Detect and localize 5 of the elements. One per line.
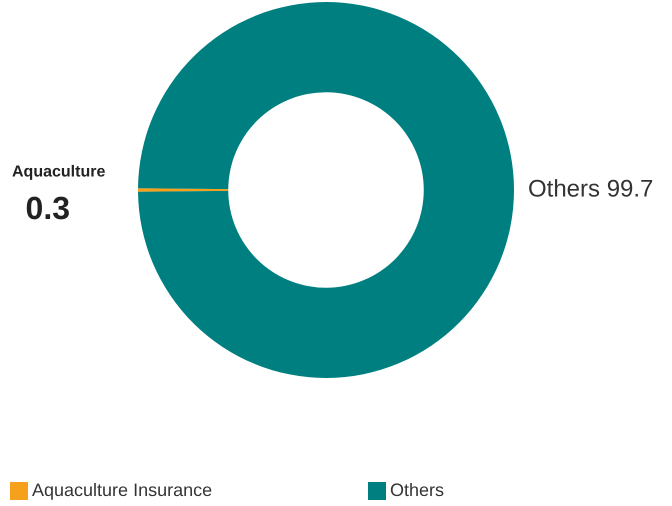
legend-label: Others [389,480,446,501]
legend-label: Aquaculture Insurance [31,480,214,501]
data-label: 0.3 [26,190,70,226]
data-label: Others 99.7 [528,176,654,203]
text: Aquaculture [12,163,106,180]
